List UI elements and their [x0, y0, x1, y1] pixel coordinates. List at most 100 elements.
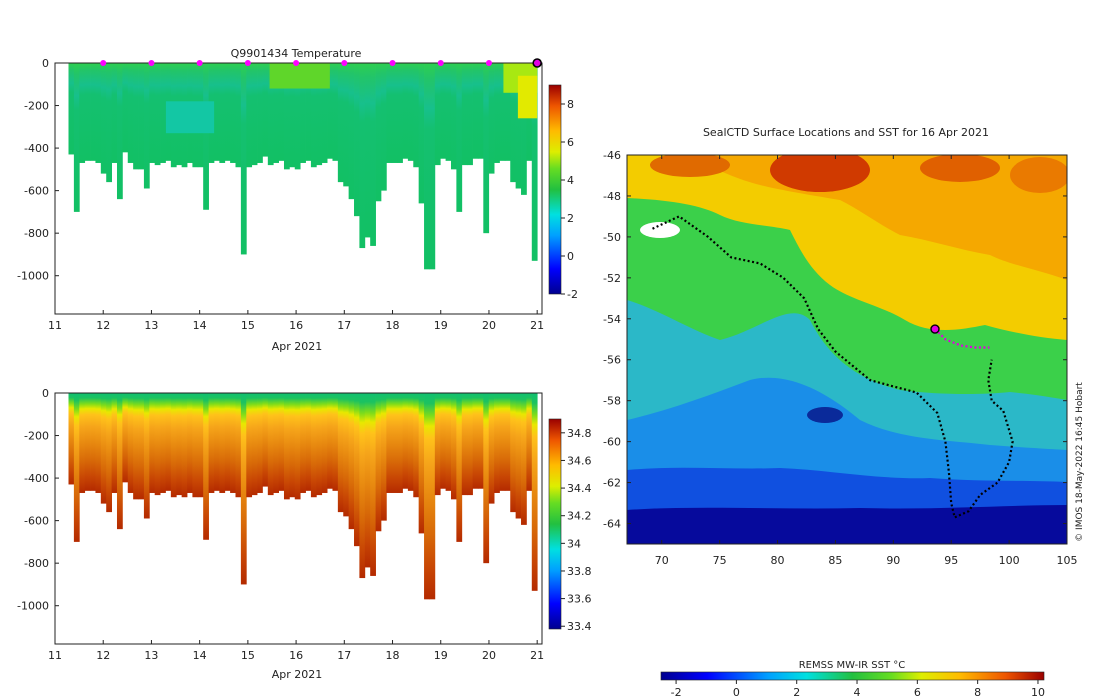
colorbar-tick-label: 8 — [567, 98, 574, 111]
profile-column — [370, 393, 376, 576]
profile-column — [332, 393, 339, 491]
profile-column — [100, 393, 107, 504]
colorbar-tick-label: 34.6 — [567, 454, 592, 467]
profile-column — [257, 393, 263, 493]
profile-column — [262, 393, 269, 487]
profile-column — [230, 393, 236, 493]
sst-colorbar — [660, 671, 1045, 681]
sst-colorbar-tick-label: 4 — [854, 686, 861, 699]
profile-column — [273, 393, 279, 493]
x-tick-label: 12 — [96, 649, 110, 662]
x-tick-label: 21 — [530, 319, 544, 332]
warm-surface-patch — [517, 75, 538, 119]
profile-column — [477, 393, 484, 489]
y-tick-label: -600 — [24, 515, 49, 528]
map-y-tick-label: -54 — [603, 313, 621, 326]
temperature-colorbar-ticks: -2 0 2 4 6 8 — [561, 98, 578, 301]
profile-column — [337, 393, 344, 513]
x-tick-label: 11 — [48, 649, 62, 662]
profile-column — [305, 63, 312, 161]
profile-column — [138, 63, 145, 170]
profile-column — [429, 393, 436, 600]
profile-column — [526, 393, 533, 491]
profile-column — [176, 393, 183, 496]
sst-colorbar-tick-label: 6 — [914, 686, 921, 699]
profile-column — [407, 393, 414, 491]
profile-column — [90, 393, 96, 491]
profile-markers — [100, 58, 542, 68]
x-tick-label: 12 — [96, 319, 110, 332]
profile-column — [461, 63, 468, 166]
colorbar-tick-label: -2 — [567, 288, 578, 301]
temperature-axes: 11 12 13 14 15 16 17 18 19 20 21 0 -200 -400 -600 -800 -… — [17, 57, 544, 332]
profile-column — [407, 63, 414, 161]
profile-column — [310, 393, 317, 498]
profile-column — [402, 63, 409, 159]
profile-column — [267, 63, 274, 166]
profile-column — [257, 63, 263, 163]
colorbar-tick-label: 34.4 — [567, 482, 592, 495]
profile-column — [106, 63, 112, 183]
profile-column — [380, 63, 387, 191]
profile-column — [213, 393, 220, 491]
profile-column — [219, 393, 226, 493]
profile-column — [316, 393, 323, 496]
profile-column — [278, 393, 285, 491]
profile-column — [289, 393, 296, 498]
profile-column — [348, 393, 355, 530]
profile-column — [122, 63, 129, 153]
profile-column — [494, 393, 500, 493]
profile-column — [95, 63, 102, 163]
profile-column — [413, 393, 420, 498]
profile-column — [273, 63, 279, 163]
profile-column — [95, 393, 102, 493]
profile-marker — [293, 60, 300, 66]
profile-column — [472, 393, 479, 489]
salinity-xlabel: Apr 2021 — [272, 668, 323, 681]
profile-column — [413, 63, 420, 168]
y-tick-label: 0 — [42, 57, 49, 70]
profile-column — [294, 63, 301, 170]
profile-column — [219, 63, 226, 163]
profile-column — [354, 393, 360, 547]
profile-column — [364, 393, 371, 568]
profile-column — [138, 393, 145, 500]
profile-column — [165, 393, 172, 491]
profile-column — [224, 63, 231, 161]
colorbar-tick-label: 34.2 — [567, 510, 592, 523]
profile-column — [170, 393, 177, 498]
profile-column — [283, 393, 290, 500]
colorbar-tick-label: 33.8 — [567, 565, 592, 578]
profile-column — [424, 393, 430, 600]
profile-column — [321, 393, 328, 493]
y-tick-label: -600 — [24, 185, 49, 198]
map-x-tick-label: 100 — [999, 554, 1020, 567]
profile-column — [251, 393, 258, 496]
map-x-tick-label: 75 — [713, 554, 727, 567]
profile-column — [456, 393, 463, 542]
profile-column — [208, 393, 215, 493]
profile-marker — [341, 60, 348, 66]
x-tick-label: 16 — [289, 319, 303, 332]
profile-marker — [389, 60, 396, 66]
x-tick-label: 18 — [386, 319, 400, 332]
profile-column — [499, 63, 506, 161]
profile-column — [467, 393, 473, 496]
x-tick-label: 15 — [241, 319, 255, 332]
profile-column — [213, 63, 220, 161]
salinity-colorbar — [548, 418, 562, 630]
cool-layer-patch — [165, 101, 215, 134]
profile-column — [327, 393, 333, 489]
seal-track-recent — [934, 328, 990, 349]
profile-column — [510, 393, 517, 513]
profile-column — [251, 63, 258, 166]
map-y-tick-label: -50 — [603, 231, 621, 244]
profile-column — [111, 393, 118, 493]
colorbar-tick-label: 33.4 — [567, 620, 592, 633]
profile-column — [429, 63, 436, 270]
x-tick-label: 17 — [337, 319, 351, 332]
profile-column — [224, 393, 231, 491]
profile-column — [386, 63, 393, 163]
profile-column — [402, 393, 409, 489]
